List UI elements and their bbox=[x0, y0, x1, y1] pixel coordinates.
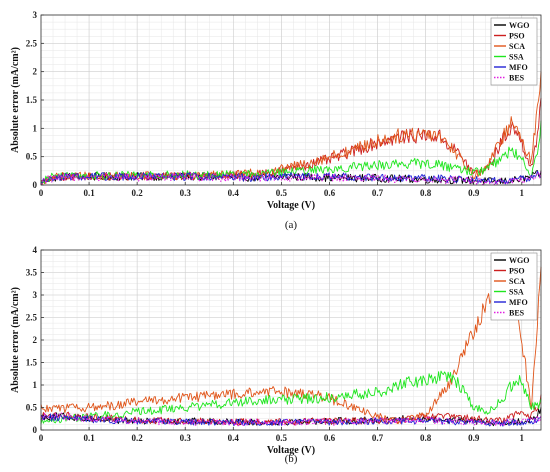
legend-label-wgo: WGO bbox=[509, 21, 529, 30]
x-tick-label: 1 bbox=[520, 188, 525, 198]
x-tick-label: 0 bbox=[39, 433, 44, 443]
x-tick-label: 0.2 bbox=[132, 433, 144, 443]
y-tick-label: 1 bbox=[33, 380, 38, 390]
y-tick-label: 0 bbox=[33, 180, 38, 190]
x-tick-label: 0.7 bbox=[372, 433, 384, 443]
legend-box bbox=[490, 252, 538, 321]
series-line-bes bbox=[40, 171, 542, 186]
legend-label-sca: SCA bbox=[509, 42, 525, 51]
series-line-sca bbox=[40, 266, 542, 425]
x-tick-label: 0.8 bbox=[420, 188, 432, 198]
legend-label-bes: BES bbox=[509, 74, 525, 83]
y-axis-title: Absolute error (mA/cm²) bbox=[10, 287, 21, 393]
y-tick-label: 3 bbox=[33, 10, 38, 20]
legend-label-sca: SCA bbox=[509, 277, 525, 286]
x-tick-label: 0 bbox=[39, 188, 44, 198]
y-tick-label: 2 bbox=[33, 335, 38, 345]
panel-label: (b) bbox=[285, 453, 298, 465]
x-axis-title: Voltage (V) bbox=[267, 200, 315, 211]
x-tick-label: 0.5 bbox=[276, 433, 288, 443]
y-tick-label: 4 bbox=[33, 245, 38, 255]
legend-label-mfo: MFO bbox=[509, 298, 528, 307]
y-tick-label: 1 bbox=[33, 123, 38, 133]
chart-panel-a: 0 0.1 0.2 0.3 0.4 0.5 0.6 0.7 0.8 0.9 1 0 0.5 1 1.5 2 2.… bbox=[10, 10, 542, 231]
x-tick-label: 0.3 bbox=[180, 188, 192, 198]
chart-panel-b: 0 0.1 0.2 0.3 0.4 0.5 0.6 0.7 0.8 0.9 1 0 0.5 1 1.5 2 2.… bbox=[10, 245, 542, 465]
series-line-bes bbox=[40, 412, 542, 427]
x-tick-label: 0.5 bbox=[276, 188, 288, 198]
y-tick-label: 0.5 bbox=[26, 403, 38, 413]
y-tick-label: 2 bbox=[33, 67, 38, 77]
x-tick-label: 0.2 bbox=[132, 188, 144, 198]
y-tick-label: 1.5 bbox=[26, 358, 38, 368]
y-tick-label: 0.5 bbox=[26, 152, 38, 162]
legend-label-wgo: WGO bbox=[509, 256, 529, 265]
x-tick-label: 0.6 bbox=[324, 433, 336, 443]
x-tick-label: 0.8 bbox=[420, 433, 432, 443]
series-line-sca bbox=[41, 71, 542, 186]
x-tick-label: 0.7 bbox=[372, 188, 384, 198]
legend-label-mfo: MFO bbox=[509, 63, 528, 72]
x-tick-label: 0.3 bbox=[180, 433, 192, 443]
y-tick-label: 3 bbox=[33, 290, 38, 300]
x-tick-label: 0.1 bbox=[83, 433, 95, 443]
series-line-mfo bbox=[40, 170, 542, 185]
y-tick-label: 3.5 bbox=[26, 268, 38, 278]
x-tick-label: 0.6 bbox=[324, 188, 336, 198]
legend-label-bes: BES bbox=[509, 309, 525, 318]
panel-label: (a) bbox=[285, 219, 298, 231]
series-line-ssa bbox=[40, 120, 542, 184]
x-tick-label: 0.4 bbox=[228, 188, 240, 198]
x-tick-label: 0.1 bbox=[83, 188, 95, 198]
legend-label-pso: PSO bbox=[509, 267, 525, 276]
series-line-ssa bbox=[40, 370, 542, 425]
x-tick-label: 0.9 bbox=[468, 188, 480, 198]
legend-label-ssa: SSA bbox=[509, 53, 524, 62]
x-axis-title: Voltage (V) bbox=[267, 445, 315, 456]
legend-box bbox=[490, 17, 538, 86]
y-tick-label: 2.5 bbox=[26, 38, 38, 48]
y-tick-label: 0 bbox=[33, 425, 38, 435]
x-tick-label: 0.4 bbox=[228, 433, 240, 443]
legend-label-ssa: SSA bbox=[509, 288, 524, 297]
x-tick-label: 1 bbox=[520, 433, 525, 443]
y-tick-label: 1.5 bbox=[26, 95, 38, 105]
legend-label-pso: PSO bbox=[509, 32, 525, 41]
x-tick-label: 0.9 bbox=[468, 433, 480, 443]
y-axis-title: Absolute error (mA/cm²) bbox=[10, 47, 21, 153]
y-tick-label: 2.5 bbox=[26, 313, 38, 323]
